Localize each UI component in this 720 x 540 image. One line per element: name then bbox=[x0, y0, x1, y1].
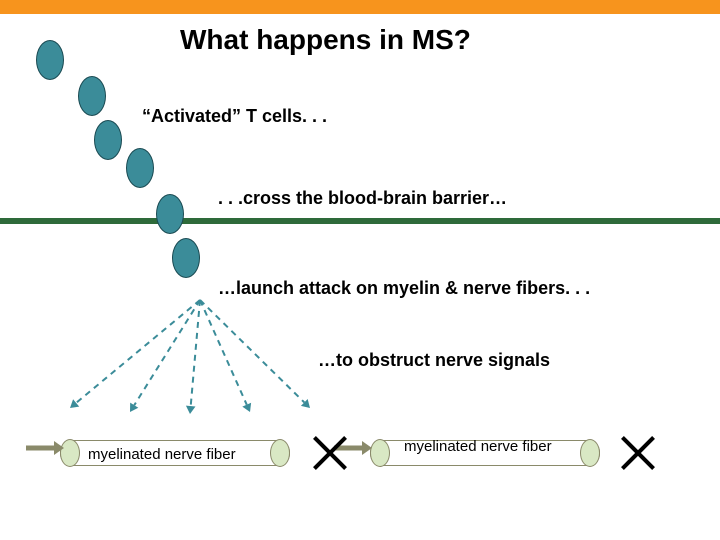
fiber-1-label: myelinated nerve fiber bbox=[88, 446, 236, 463]
fiber-2-label: myelinated nerve fiber bbox=[404, 438, 552, 455]
obstruct-cross-icon bbox=[616, 431, 660, 475]
fiber-cap-right bbox=[580, 439, 600, 467]
fiber-1-arrow-icon bbox=[24, 436, 68, 460]
fiber-cap-right bbox=[270, 439, 290, 467]
obstruct-cross-icon bbox=[308, 431, 352, 475]
